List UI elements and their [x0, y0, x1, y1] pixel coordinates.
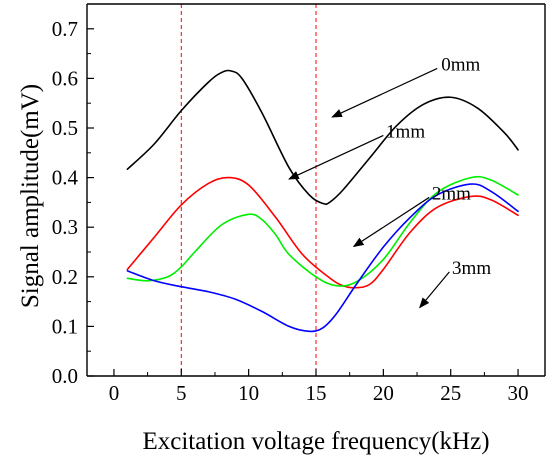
- x-tick-label-1: 5: [176, 381, 187, 405]
- reference-lines: [180, 4, 317, 376]
- x-tick-label-6: 30: [508, 381, 529, 405]
- annotation-label-0mm: 0mm: [441, 54, 480, 75]
- x-tick-label-0: 0: [109, 381, 120, 405]
- y-tick-label-0: 0.0: [52, 364, 78, 388]
- x-tick-label-4: 20: [373, 381, 394, 405]
- series-annotations: 0mm 1mm 2mm 3mm: [288, 54, 491, 309]
- series-line-2mm: [126, 175, 519, 287]
- data-series: [126, 69, 519, 333]
- series-line-1mm: [126, 176, 519, 289]
- y-axis-title: Signal amplitude(mV): [17, 84, 44, 308]
- series-line-3mm: [126, 183, 519, 333]
- annotation-arrow-1mm: [288, 134, 384, 180]
- series-line-0mm: [126, 69, 519, 206]
- annotation-arrow-0mm: [331, 67, 438, 118]
- y-tick-label-7: 0.7: [52, 17, 78, 41]
- y-tick-label-1: 0.1: [52, 314, 78, 338]
- y-tick-label-6: 0.6: [52, 66, 78, 90]
- annotation-arrow-2mm: [352, 196, 430, 248]
- x-tick-label-3: 15: [306, 381, 327, 405]
- annotation-label-1mm: 1mm: [386, 121, 425, 142]
- y-tick-label-3: 0.3: [52, 215, 78, 239]
- x-axis-title: Excitation voltage frequency(kHz): [142, 428, 489, 455]
- x-tick-label-2: 10: [238, 381, 259, 405]
- x-tick-label-5: 25: [440, 381, 461, 405]
- annotation-label-3mm: 3mm: [452, 258, 491, 279]
- annotation-label-2mm: 2mm: [432, 183, 471, 204]
- axes: 0 5 10 15 20 25 30 0.0 0.1 0.2 0.3 0.4 0.5 0.6 0.7: [52, 3, 546, 405]
- y-tick-label-5: 0.5: [52, 116, 78, 140]
- y-tick-label-2: 0.2: [52, 265, 78, 289]
- annotation-arrow-3mm: [419, 271, 450, 309]
- y-tick-label-4: 0.4: [52, 166, 79, 190]
